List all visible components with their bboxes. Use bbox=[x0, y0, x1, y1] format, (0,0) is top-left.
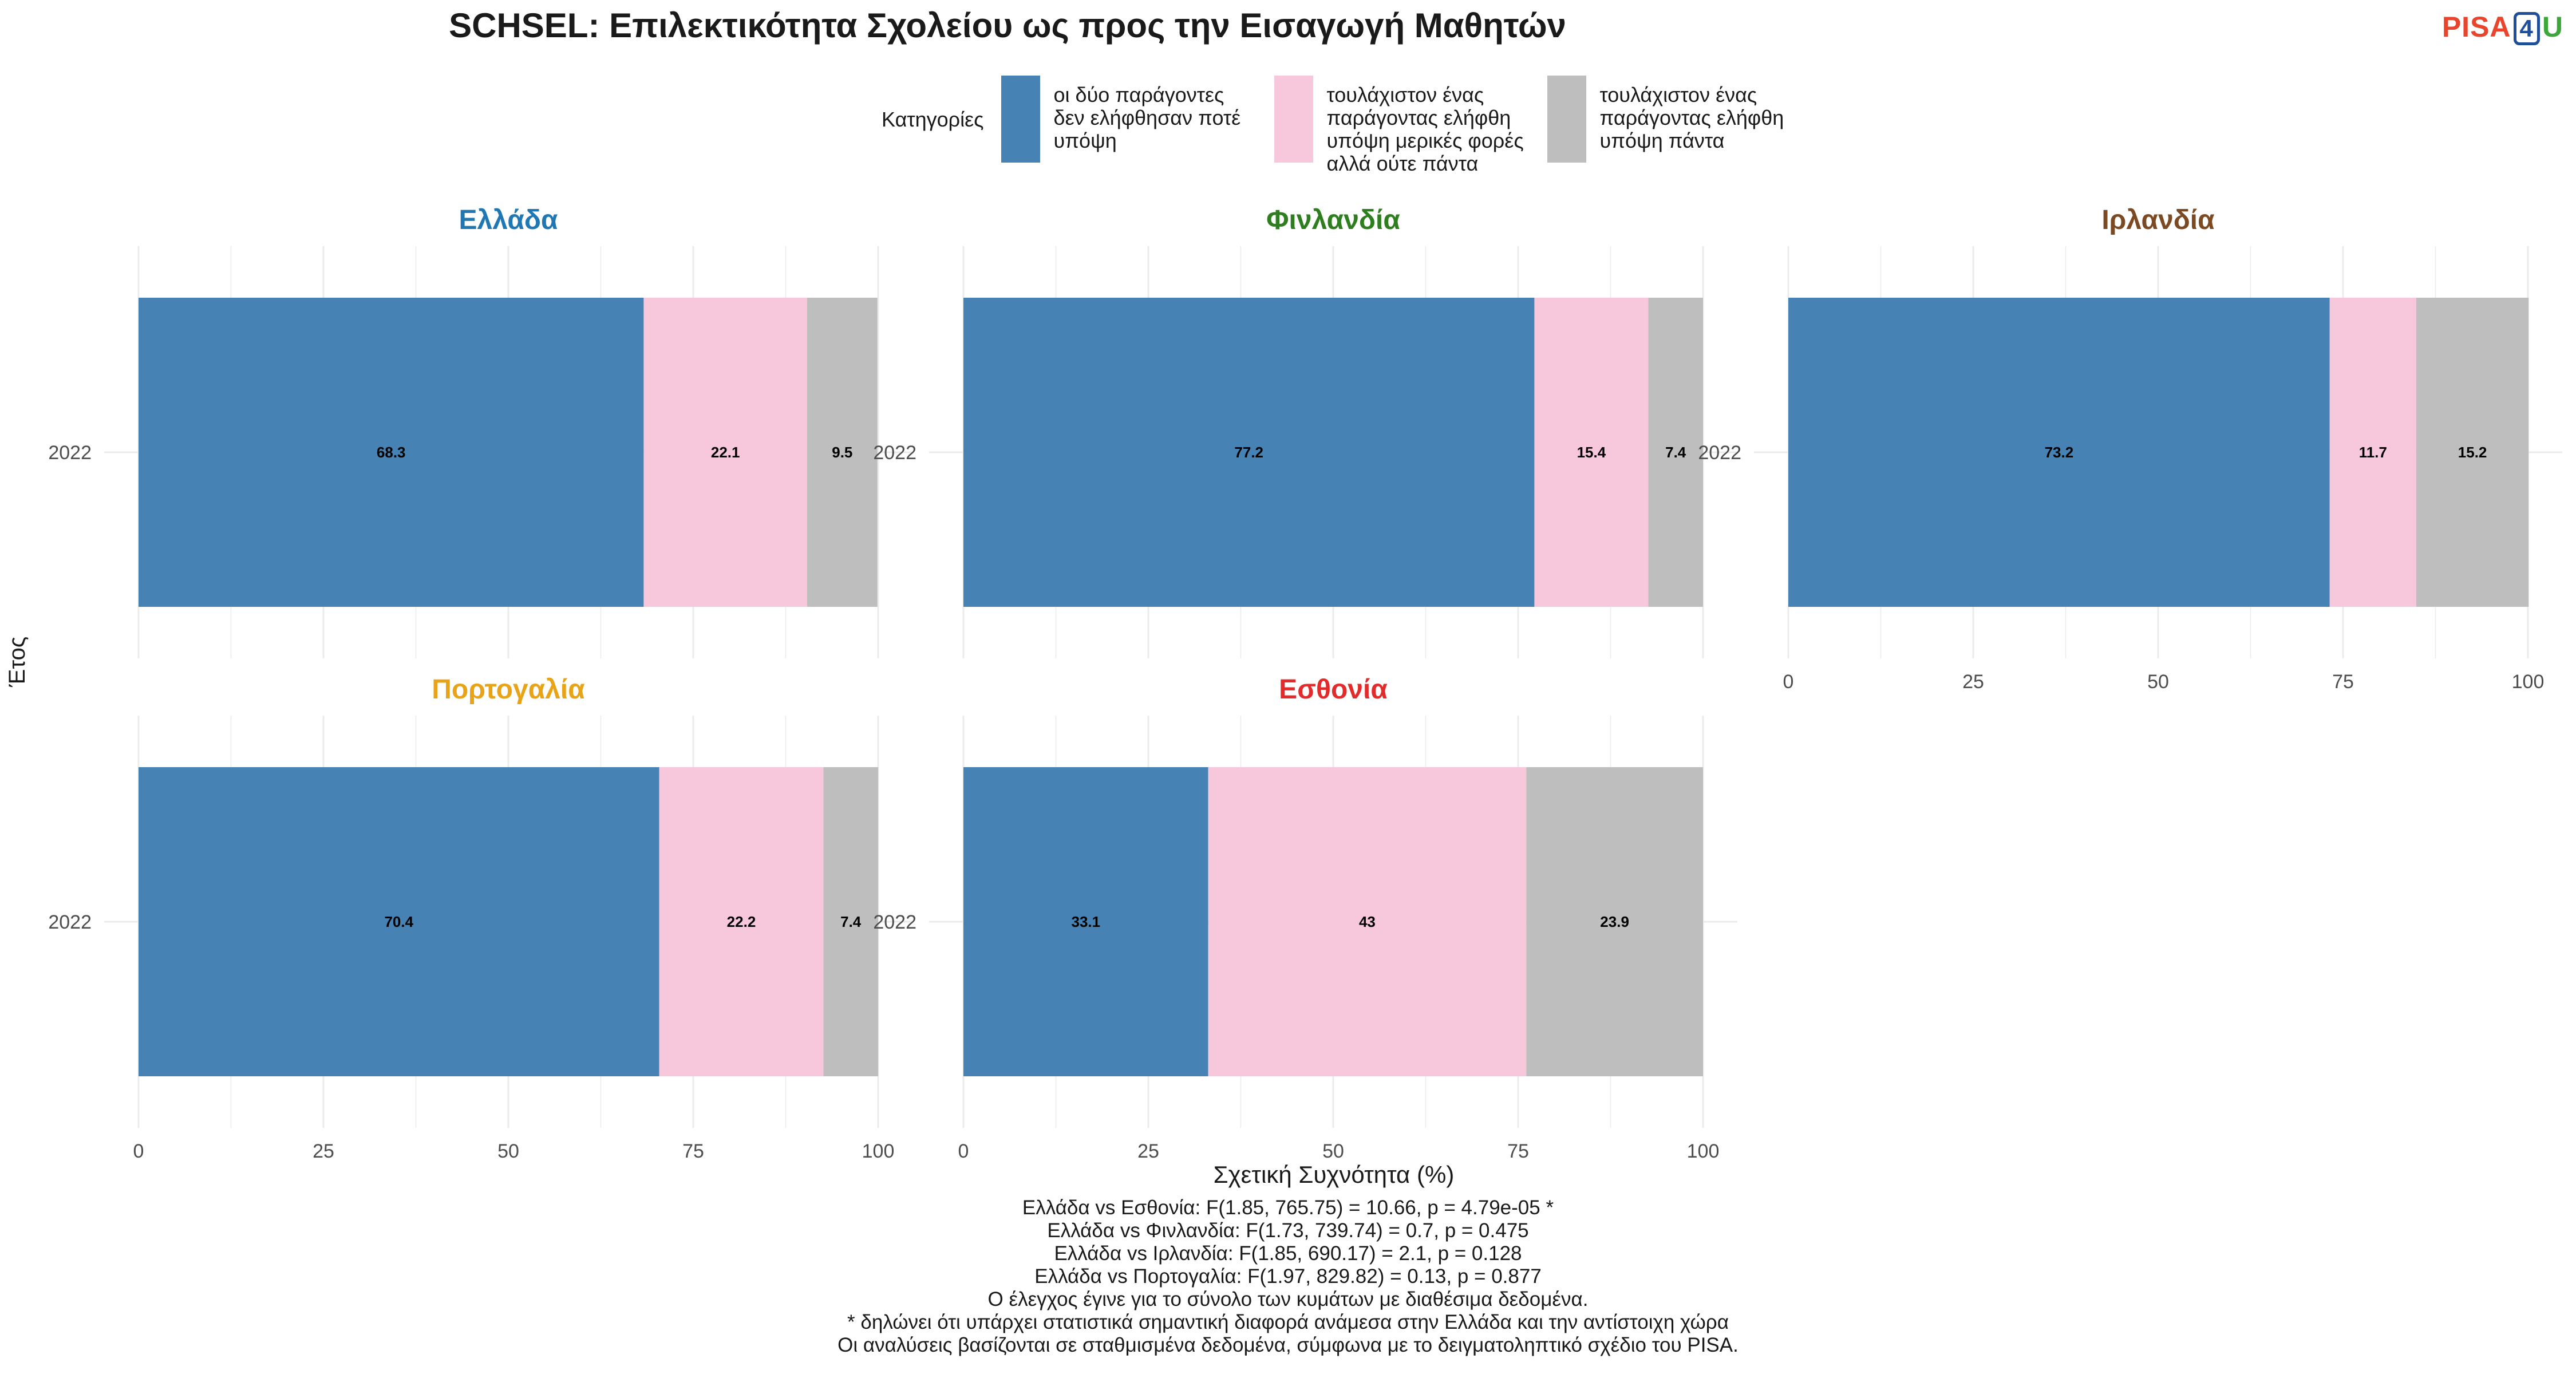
panel-4-x-tick-label: 25 bbox=[1137, 1140, 1159, 1162]
logo-pisa-text: PISA bbox=[2441, 11, 2511, 43]
panel-2-bar-sometimes bbox=[2329, 298, 2416, 607]
panel-4-y-tick-label: 2022 bbox=[873, 911, 916, 933]
panel-3-data-label-sometimes: 22.2 bbox=[727, 913, 756, 930]
panel-3-y-tick-label: 2022 bbox=[48, 911, 92, 933]
legend-label-sometimes: τουλάχιστον ένας παράγοντας ελήφθη υπόψη… bbox=[1326, 83, 1524, 175]
panel-2-x-tick-label: 75 bbox=[2332, 671, 2354, 693]
panel-3-x-tick-label: 0 bbox=[133, 1140, 144, 1162]
panel-4-bar-always bbox=[1526, 767, 1703, 1076]
logo-four-box: 4 bbox=[2513, 12, 2540, 45]
panel-4-title: Εσθονία bbox=[1279, 674, 1388, 705]
panel-3-x-tick-label: 50 bbox=[497, 1140, 519, 1162]
panel-1-data-label-always: 7.4 bbox=[1665, 444, 1686, 461]
panel-0-y-tick-label: 2022 bbox=[48, 442, 92, 464]
panel-3-bar-always bbox=[823, 767, 878, 1076]
panel-1-bar-never bbox=[963, 298, 1535, 607]
panel-1-title: Φινλανδία bbox=[1266, 205, 1400, 235]
panel-2-data-label-always: 15.2 bbox=[2458, 444, 2487, 461]
panel-4-data-label-sometimes: 43 bbox=[1359, 913, 1376, 930]
panel-0-data-label-never: 68.3 bbox=[377, 444, 406, 461]
note-line: Ελλάδα vs Εσθονία: F(1.85, 765.75) = 10.… bbox=[1022, 1197, 1554, 1219]
x-axis-label: Σχετική Συχνότητα (%) bbox=[1213, 1161, 1455, 1188]
panel-4-x-tick-label: 0 bbox=[958, 1140, 969, 1162]
panel-0-data-label-sometimes: 22.1 bbox=[711, 444, 740, 461]
panel-0-bar-always bbox=[807, 298, 878, 607]
legend-item-sometimes: τουλάχιστον ένας παράγοντας ελήφθη υπόψη… bbox=[1274, 76, 1530, 175]
panel-1-bar-sometimes bbox=[1534, 298, 1649, 607]
note-line: Ελλάδα vs Ιρλανδία: F(1.85, 690.17) = 2.… bbox=[1054, 1242, 1522, 1265]
legend-label-never: οι δύο παράγοντες δεν ελήφθησαν ποτέ υπό… bbox=[1053, 83, 1241, 152]
legend-title: Κατηγορίες bbox=[882, 108, 984, 131]
panel-1-data-label-sometimes: 15.4 bbox=[1577, 444, 1606, 461]
panel-4-x-tick-label: 100 bbox=[1687, 1140, 1720, 1162]
panel-2-bar-always bbox=[2416, 298, 2529, 607]
pisa4u-logo: PISA 4 U bbox=[2442, 10, 2563, 45]
legend-label-always: τουλάχιστον ένας παράγοντας ελήφθη υπόψη… bbox=[1599, 83, 1784, 152]
panel-4-data-label-never: 33.1 bbox=[1072, 913, 1101, 930]
panel-2-x-tick-label: 25 bbox=[1962, 671, 1984, 693]
panel-2-x-tick-label: 0 bbox=[1783, 671, 1794, 693]
panel-4-data-label-always: 23.9 bbox=[1600, 913, 1629, 930]
panel-4-bar-never bbox=[963, 767, 1208, 1076]
panel-3-title: Πορτογαλία bbox=[432, 674, 585, 705]
panel-1-data-label-never: 77.2 bbox=[1234, 444, 1263, 461]
panel-4-bar-sometimes bbox=[1208, 767, 1527, 1076]
panel-2-x-tick-label: 100 bbox=[2512, 671, 2545, 693]
panel-3-bar-never bbox=[139, 767, 659, 1076]
panel-2-data-label-never: 73.2 bbox=[2045, 444, 2074, 461]
panel-4-x-tick-label: 75 bbox=[1507, 1140, 1529, 1162]
panel-2-title: Ιρλανδία bbox=[2101, 205, 2215, 235]
panel-2-y-tick-label: 2022 bbox=[1698, 442, 1741, 464]
panel-3-bar-sometimes bbox=[659, 767, 824, 1076]
statistical-notes: Ελλάδα vs Εσθονία: F(1.85, 765.75) = 10.… bbox=[670, 1197, 1906, 1357]
note-line: Ελλάδα vs Φινλανδία: F(1.73, 739.74) = 0… bbox=[1047, 1219, 1529, 1242]
legend-key-always bbox=[1547, 76, 1586, 163]
panel-0-bar-never bbox=[139, 298, 644, 607]
note-line: * δηλώνει ότι υπάρχει στατιστικά σημαντι… bbox=[847, 1311, 1729, 1333]
panel-0-bar-sometimes bbox=[643, 298, 807, 607]
legend-item-never: οι δύο παράγοντες δεν ελήφθησαν ποτέ υπό… bbox=[1001, 76, 1257, 163]
panel-3-x-tick-label: 75 bbox=[682, 1140, 704, 1162]
legend: Κατηγορίες οι δύο παράγοντες δεν ελήφθησ… bbox=[882, 76, 1820, 175]
panel-3-x-tick-label: 100 bbox=[862, 1140, 895, 1162]
logo-u-text: U bbox=[2542, 11, 2563, 43]
note-line: Ο έλεγχος έγινε για το σύνολο των κυμάτω… bbox=[987, 1288, 1589, 1310]
panel-0-title: Ελλάδα bbox=[459, 205, 558, 235]
panel-2-x-tick-label: 50 bbox=[2147, 671, 2169, 693]
legend-item-always: τουλάχιστον ένας παράγοντας ελήφθη υπόψη… bbox=[1547, 76, 1803, 163]
panel-0-data-label-always: 9.5 bbox=[832, 444, 852, 461]
chart-title: SCHSEL: Επιλεκτικότητα Σχολείου ως προς … bbox=[449, 6, 1566, 45]
panel-2-data-label-sometimes: 11.7 bbox=[2359, 444, 2387, 461]
panel-3-data-label-always: 7.4 bbox=[840, 913, 862, 930]
panel-4-x-tick-label: 50 bbox=[1322, 1140, 1344, 1162]
y-axis-label: Έτος bbox=[5, 636, 30, 687]
legend-key-sometimes bbox=[1274, 76, 1313, 163]
panel-3-data-label-never: 70.4 bbox=[384, 913, 413, 930]
panel-1-bar-always bbox=[1648, 298, 1703, 607]
panel-2-bar-never bbox=[1788, 298, 2330, 607]
legend-key-never bbox=[1001, 76, 1040, 163]
panel-1-y-tick-label: 2022 bbox=[873, 442, 916, 464]
panel-3-x-tick-label: 25 bbox=[313, 1140, 334, 1162]
note-line: Οι αναλύσεις βασίζονται σε σταθμισμένα δ… bbox=[837, 1334, 1739, 1356]
note-line: Ελλάδα vs Πορτογαλία: F(1.97, 829.82) = … bbox=[1034, 1265, 1542, 1288]
